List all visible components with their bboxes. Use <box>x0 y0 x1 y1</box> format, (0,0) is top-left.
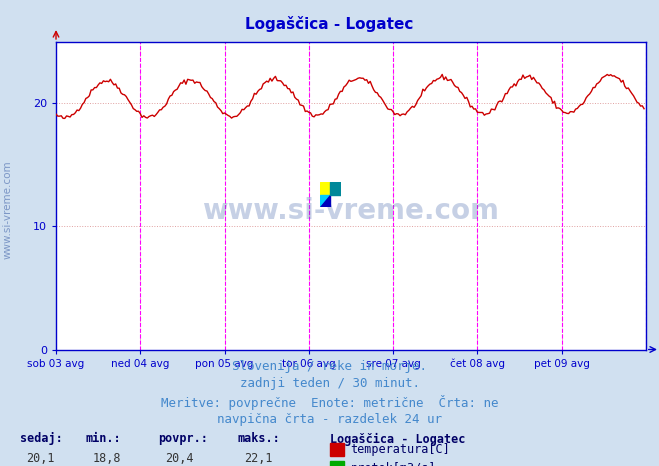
Text: povpr.:: povpr.: <box>158 432 208 445</box>
Polygon shape <box>320 194 330 207</box>
Text: navpična črta - razdelek 24 ur: navpična črta - razdelek 24 ur <box>217 413 442 426</box>
Text: temperatura[C]: temperatura[C] <box>351 443 450 456</box>
Text: 22,1: 22,1 <box>244 452 272 465</box>
Text: Logaščica - Logatec: Logaščica - Logatec <box>245 16 414 32</box>
Polygon shape <box>320 194 330 207</box>
Text: 20,1: 20,1 <box>26 452 55 465</box>
Text: www.si-vreme.com: www.si-vreme.com <box>202 197 500 225</box>
Text: sedaj:: sedaj: <box>20 432 63 445</box>
Polygon shape <box>320 182 330 194</box>
Text: 20,4: 20,4 <box>165 452 193 465</box>
Text: www.si-vreme.com: www.si-vreme.com <box>3 160 13 259</box>
Text: zadnji teden / 30 minut.: zadnji teden / 30 minut. <box>239 377 420 391</box>
Text: 18,8: 18,8 <box>92 452 121 465</box>
Text: min.:: min.: <box>86 432 121 445</box>
Text: Slovenija / reke in morje.: Slovenija / reke in morje. <box>232 360 427 373</box>
Polygon shape <box>330 182 341 194</box>
Text: Logaščica - Logatec: Logaščica - Logatec <box>330 432 465 445</box>
Text: Meritve: povprečne  Enote: metrične  Črta: ne: Meritve: povprečne Enote: metrične Črta:… <box>161 395 498 410</box>
Text: maks.:: maks.: <box>237 432 280 445</box>
Text: pretok[m3/s]: pretok[m3/s] <box>351 462 436 466</box>
